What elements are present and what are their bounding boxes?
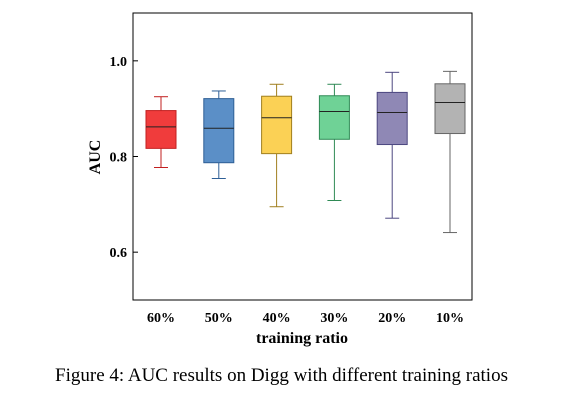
box-40pct — [261, 83, 293, 208]
x-tick-label: 50% — [205, 311, 233, 326]
y-tick-label: 0.6 — [110, 246, 128, 261]
x-axis-title: training ratio — [256, 330, 348, 347]
figure-caption: Figure 4: AUC results on Digg with diffe… — [55, 365, 508, 386]
box-body — [261, 95, 293, 155]
box-series — [145, 70, 466, 234]
box-body — [203, 98, 235, 164]
x-tick-label: 10% — [436, 311, 464, 326]
plot-frame — [132, 12, 473, 301]
y-ticks: 0.6 0.8 1.0 — [110, 55, 138, 261]
x-tick-label: 40% — [263, 311, 291, 326]
y-axis-title: AUC — [87, 140, 104, 175]
y-tick-label: 0.8 — [110, 151, 128, 166]
box-10pct — [434, 70, 466, 234]
box-plot-chart: 0.6 0.8 1.0 60% 50% 40% 30% 20% 10% training ra… — [87, 12, 473, 347]
x-tick-labels: 60% 50% 40% 30% 20% 10% — [147, 311, 464, 326]
box-body — [318, 95, 350, 140]
box-body — [145, 110, 177, 149]
x-tick-label: 30% — [320, 311, 348, 326]
box-50pct — [203, 90, 235, 180]
y-tick-label: 1.0 — [110, 55, 128, 70]
x-tick-label: 20% — [378, 311, 406, 326]
box-body — [376, 91, 408, 146]
box-60pct — [145, 96, 177, 169]
box-body — [434, 83, 466, 135]
x-tick-label: 60% — [147, 311, 175, 326]
box-20pct — [376, 71, 408, 219]
box-30pct — [318, 83, 350, 202]
